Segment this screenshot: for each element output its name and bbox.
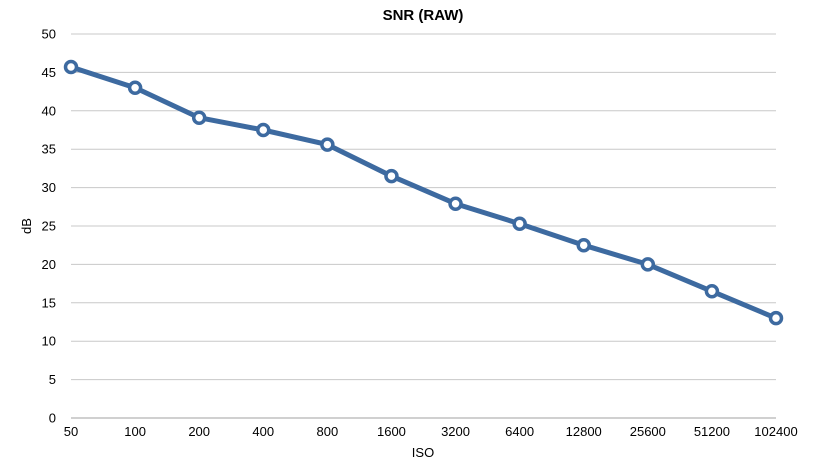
data-point — [256, 122, 271, 138]
y-tick-label: 0 — [49, 411, 56, 426]
y-tick-label: 50 — [42, 27, 56, 42]
series-line — [68, 64, 779, 321]
y-tick-label: 40 — [42, 103, 56, 118]
x-tick-label: 200 — [188, 424, 210, 439]
y-axis-label: dB — [19, 218, 34, 234]
data-point — [384, 168, 399, 184]
y-tick-label: 30 — [42, 180, 56, 195]
x-tick-label: 25600 — [630, 424, 666, 439]
data-point — [320, 137, 335, 152]
y-tick-label: 5 — [49, 372, 56, 387]
chart-title: SNR (RAW) — [383, 7, 464, 24]
x-tick-label: 51200 — [694, 424, 730, 439]
x-tick-label: 3200 — [441, 424, 470, 439]
data-point — [768, 310, 784, 326]
data-point — [640, 257, 656, 272]
x-tick-label: 6400 — [505, 424, 534, 439]
data-point — [512, 216, 527, 231]
data-point — [191, 110, 207, 125]
y-tick-label: 10 — [42, 334, 56, 349]
y-tick-label: 15 — [42, 295, 56, 310]
y-tick-label: 45 — [42, 65, 56, 80]
y-tick-label: 35 — [42, 142, 56, 157]
y-axis-ticks: 0 5 10 15 20 25 30 35 40 45 50 — [42, 27, 56, 426]
x-tick-label: 1600 — [377, 424, 406, 439]
data-point — [127, 80, 143, 96]
y-tick-label: 20 — [42, 257, 56, 272]
data-point — [448, 196, 463, 211]
data-point — [576, 237, 591, 253]
x-tick-label: 50 — [64, 424, 78, 439]
x-tick-label: 12800 — [566, 424, 602, 439]
y-tick-label: 25 — [42, 219, 56, 234]
gridlines — [71, 33, 776, 381]
series-layer — [63, 59, 784, 326]
x-axis-label: ISO — [412, 445, 434, 460]
x-tick-label: 400 — [252, 424, 274, 439]
x-tick-label: 100 — [124, 424, 146, 439]
data-point — [63, 59, 79, 75]
x-tick-label: 102400 — [754, 424, 797, 439]
x-tick-label: 800 — [317, 424, 339, 439]
data-point — [704, 284, 720, 299]
x-axis-ticks: 50 100 200 400 800 1600 3200 6400 12800 25600 5120… — [64, 424, 798, 439]
